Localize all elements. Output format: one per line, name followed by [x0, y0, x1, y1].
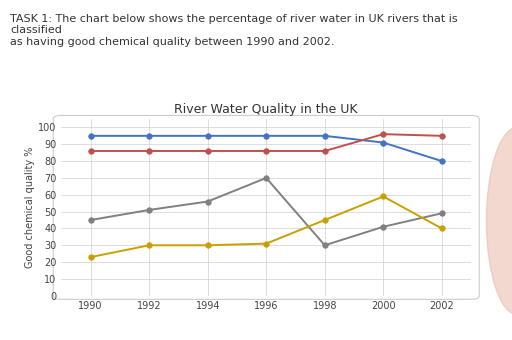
Wales [322, 134, 328, 138]
Northern Ireland [380, 132, 387, 136]
Wales [146, 134, 152, 138]
Scotland [146, 243, 152, 247]
Wales [88, 134, 94, 138]
Scotland [205, 243, 211, 247]
England [439, 211, 445, 215]
Scotland [88, 255, 94, 259]
England [88, 218, 94, 222]
Scotland [322, 218, 328, 222]
FancyBboxPatch shape [53, 116, 479, 299]
England [380, 225, 387, 229]
Scotland [380, 194, 387, 199]
England [322, 243, 328, 247]
Line: Wales: Wales [88, 133, 444, 164]
Wales [263, 134, 269, 138]
England [263, 176, 269, 180]
Title: River Water Quality in the UK: River Water Quality in the UK [175, 103, 358, 116]
Wales [380, 140, 387, 144]
Y-axis label: Good chemical quality %: Good chemical quality % [26, 147, 35, 268]
Line: Northern Ireland: Northern Ireland [88, 131, 444, 154]
England [205, 200, 211, 204]
Wales [439, 159, 445, 163]
Text: TASK 1: The chart below shows the percentage of river water in UK rivers that is: TASK 1: The chart below shows the percen… [10, 14, 458, 47]
Northern Ireland [263, 149, 269, 153]
England [146, 208, 152, 212]
Line: England: England [88, 175, 444, 248]
Northern Ireland [322, 149, 328, 153]
Scotland [439, 226, 445, 231]
Scotland [263, 241, 269, 245]
Northern Ireland [439, 134, 445, 138]
Line: Scotland: Scotland [88, 194, 444, 260]
Northern Ireland [146, 149, 152, 153]
Wales [205, 134, 211, 138]
Northern Ireland [88, 149, 94, 153]
Northern Ireland [205, 149, 211, 153]
